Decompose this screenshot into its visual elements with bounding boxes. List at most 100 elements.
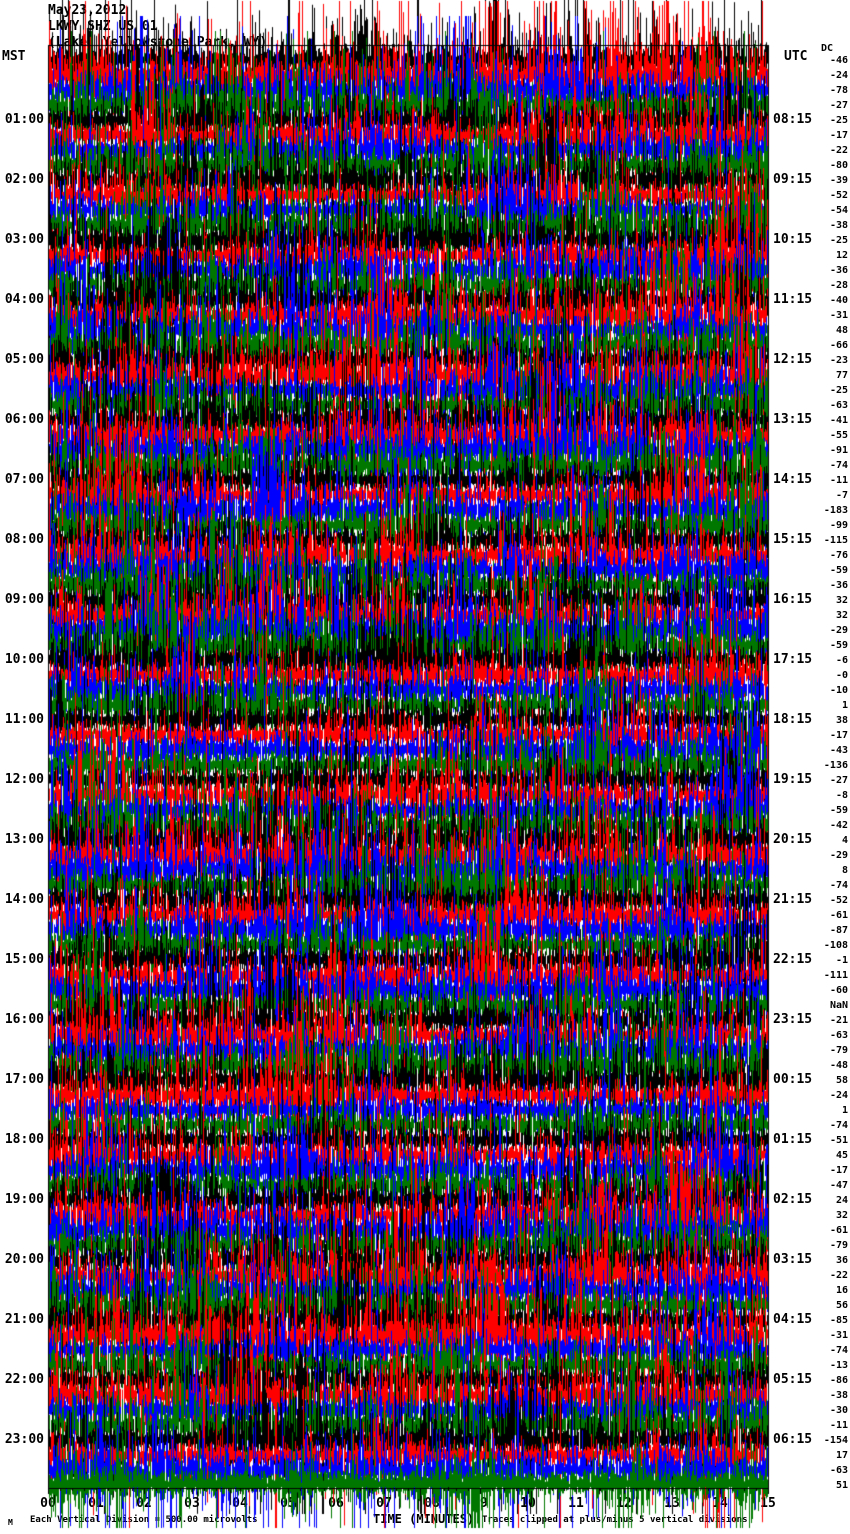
minute-label: 10 — [520, 1496, 536, 1511]
mst-hour-label: 13:00 — [4, 832, 44, 847]
mst-hour-label: 18:00 — [4, 1132, 44, 1147]
dc-offset-value: -183 — [823, 505, 848, 516]
dc-offset-value: -63 — [829, 400, 848, 411]
dc-offset-value: -25 — [829, 115, 848, 126]
mst-hour-label: 16:00 — [4, 1012, 44, 1027]
date-title: May23,2012 — [48, 3, 127, 18]
mst-hour-label: 04:00 — [4, 292, 44, 307]
minute-label: 08 — [424, 1496, 440, 1511]
minute-label: 03 — [184, 1496, 200, 1511]
dc-offset-value: -61 — [829, 1225, 848, 1236]
dc-offset-value: -52 — [829, 190, 848, 201]
dc-offset-value: 32 — [835, 595, 848, 606]
dc-offset-value: -7 — [835, 490, 848, 501]
dc-offset-value: -21 — [829, 1015, 848, 1026]
dc-offset-value: -80 — [829, 160, 848, 171]
minute-label: 06 — [328, 1496, 344, 1511]
dc-offset-value: -29 — [829, 625, 848, 636]
dc-offset-value: 56 — [835, 1300, 848, 1311]
dc-offset-value: -74 — [829, 880, 848, 891]
mst-hour-label: 03:00 — [4, 232, 44, 247]
mst-hour-label: 19:00 — [4, 1192, 44, 1207]
dc-offset-value: -29 — [829, 850, 848, 861]
dc-offset-value: -108 — [823, 940, 848, 951]
minute-label: 12 — [616, 1496, 632, 1511]
dc-offset-value: 24 — [835, 1195, 848, 1206]
dc-offset-value: -85 — [829, 1315, 848, 1326]
dc-offset-value: -8 — [835, 790, 848, 801]
dc-offset-value: 32 — [835, 1210, 848, 1221]
dc-offset-value: -24 — [829, 70, 848, 81]
mst-hour-label: 12:00 — [4, 772, 44, 787]
dc-offset-value: -59 — [829, 805, 848, 816]
x-axis-label: TIME (MINUTES) — [373, 1512, 475, 1526]
dc-offset-value: -154 — [823, 1435, 848, 1446]
dc-offset-value: 1 — [841, 1105, 848, 1116]
dc-offset-value: -59 — [829, 640, 848, 651]
mst-hour-label: 23:00 — [4, 1432, 44, 1447]
dc-offset-value: -54 — [829, 205, 848, 216]
mst-hour-label: 08:00 — [4, 532, 44, 547]
dc-offset-value: -79 — [829, 1240, 848, 1251]
dc-offset-value: 58 — [835, 1075, 848, 1086]
minute-label: 05 — [280, 1496, 296, 1511]
mst-hour-label: 10:00 — [4, 652, 44, 667]
dc-offset-value: -51 — [829, 1135, 848, 1146]
dc-offset-value: -36 — [829, 265, 848, 276]
dc-offset-value: -31 — [829, 310, 848, 321]
dc-offset-value: -42 — [829, 820, 848, 831]
dc-offset-value: -60 — [829, 985, 848, 996]
dc-offset-value: 8 — [841, 865, 848, 876]
mst-hour-label: 20:00 — [4, 1252, 44, 1267]
dc-offset-value: -74 — [829, 1345, 848, 1356]
mst-hour-label: 21:00 — [4, 1312, 44, 1327]
dc-offset-value: -79 — [829, 1045, 848, 1056]
dc-offset-value: -63 — [829, 1030, 848, 1041]
dc-offset-value: -25 — [829, 235, 848, 246]
dc-offset-value: 1 — [841, 700, 848, 711]
dc-offset-value: -39 — [829, 175, 848, 186]
dc-offset-value: -25 — [829, 385, 848, 396]
minute-label: 13 — [664, 1496, 680, 1511]
minute-label: 11 — [568, 1496, 584, 1511]
station-location: (Lake, Yellowstone Park, WY) — [48, 35, 268, 50]
dc-offset-value: -27 — [829, 775, 848, 786]
dc-offset-value: -136 — [823, 760, 848, 771]
mst-hour-label: 07:00 — [4, 472, 44, 487]
mst-hour-label: 11:00 — [4, 712, 44, 727]
dc-offset-value: -76 — [829, 550, 848, 561]
dc-column-label: DC — [821, 43, 834, 54]
dc-offset-value: -38 — [829, 1390, 848, 1401]
minute-label: 14 — [712, 1496, 728, 1511]
dc-offset-value: -115 — [823, 535, 848, 546]
mst-hour-label: 02:00 — [4, 172, 44, 187]
minute-label: 15 — [760, 1496, 776, 1511]
dc-offset-value: -52 — [829, 895, 848, 906]
dc-offset-value: 32 — [835, 610, 848, 621]
dc-offset-value: 45 — [835, 1150, 848, 1161]
dc-offset-value: -47 — [829, 1180, 848, 1191]
dc-offset-value: -48 — [829, 1060, 848, 1071]
dc-offset-value: -0 — [835, 670, 848, 681]
dc-offset-value: -23 — [829, 355, 848, 366]
mst-hour-label: 06:00 — [4, 412, 44, 427]
dc-offset-value: 4 — [841, 835, 848, 846]
mst-hour-label: 17:00 — [4, 1072, 44, 1087]
dc-offset-value: -78 — [829, 85, 848, 96]
dc-offset-value: -55 — [829, 430, 848, 441]
dc-offset-value: -27 — [829, 100, 848, 111]
dc-offset-value: 16 — [835, 1285, 848, 1296]
dc-offset-value: -10 — [829, 685, 848, 696]
dc-offset-value: 36 — [835, 1255, 848, 1266]
dc-offset-value: -99 — [829, 520, 848, 531]
minute-label: 02 — [136, 1496, 152, 1511]
mst-hour-label: 09:00 — [4, 592, 44, 607]
clip-note: Traces clipped at plus/minus 5 vertical … — [482, 1515, 748, 1525]
dc-offset-value: -30 — [829, 1405, 848, 1416]
corner-watermark: M — [8, 1518, 13, 1527]
minute-label: 04 — [232, 1496, 248, 1511]
dc-offset-value: -91 — [829, 445, 848, 456]
mst-hour-label: 05:00 — [4, 352, 44, 367]
